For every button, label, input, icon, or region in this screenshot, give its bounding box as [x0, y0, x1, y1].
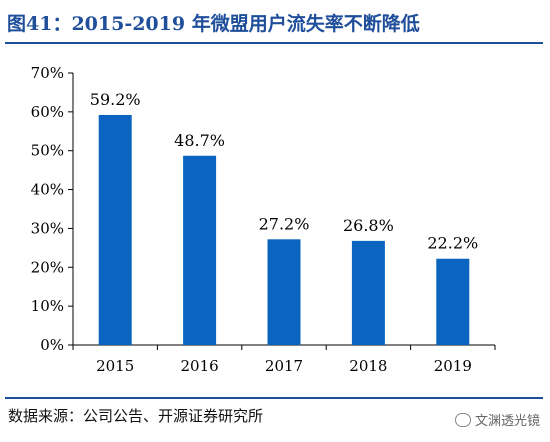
y-tick-label: 0% [40, 336, 64, 354]
bar-2019 [436, 258, 470, 345]
y-tick-label: 30% [31, 219, 64, 237]
y-tick-label: 10% [31, 297, 64, 315]
data-label-2019: 22.2% [427, 234, 478, 253]
footer-divider [5, 397, 543, 399]
x-tick-labels: 2015 2016 2017 2018 2019 [96, 357, 472, 375]
wechat-icon [454, 413, 471, 427]
watermark: 文渊透光镜 [454, 410, 540, 429]
bar-2018 [351, 240, 385, 345]
bar-2015 [98, 114, 132, 345]
x-tick-label: 2015 [96, 357, 134, 375]
x-tick-label: 2016 [181, 357, 219, 375]
data-label-2018: 26.8% [343, 216, 394, 235]
data-label-2016: 48.7% [174, 131, 225, 150]
watermark-text: 文渊透光镜 [474, 414, 540, 429]
y-tick-label: 60% [31, 103, 64, 121]
title-divider [5, 42, 543, 44]
y-tick-label: 50% [31, 142, 64, 160]
data-source-note: 数据来源：公司公告、开源证券研究所 [8, 407, 264, 425]
x-tick-label: 2017 [265, 357, 303, 375]
x-tick-label: 2019 [434, 357, 472, 375]
x-tick-label: 2018 [349, 357, 387, 375]
bar-chart: 0% 10% 20% 30% 40% 50% 60% 70% 59.2% 48.7% 27.2% 2… [31, 64, 496, 375]
data-label-2017: 27.2% [259, 214, 310, 233]
y-tick-label: 40% [31, 181, 64, 199]
data-label-2015: 59.2% [90, 90, 141, 109]
data-labels: 59.2% 48.7% 27.2% 26.8% 22.2% [90, 90, 478, 253]
y-tick-label: 20% [31, 258, 64, 276]
bar-2016 [183, 155, 217, 345]
y-tick-labels: 0% 10% 20% 30% 40% 50% 60% 70% [31, 64, 64, 354]
bar-2017 [267, 239, 301, 345]
chart-title: 图41：2015-2019 年微盟用户流失率不断降低 [7, 13, 420, 35]
bar-series [98, 114, 470, 345]
y-tick-label: 70% [31, 64, 64, 82]
